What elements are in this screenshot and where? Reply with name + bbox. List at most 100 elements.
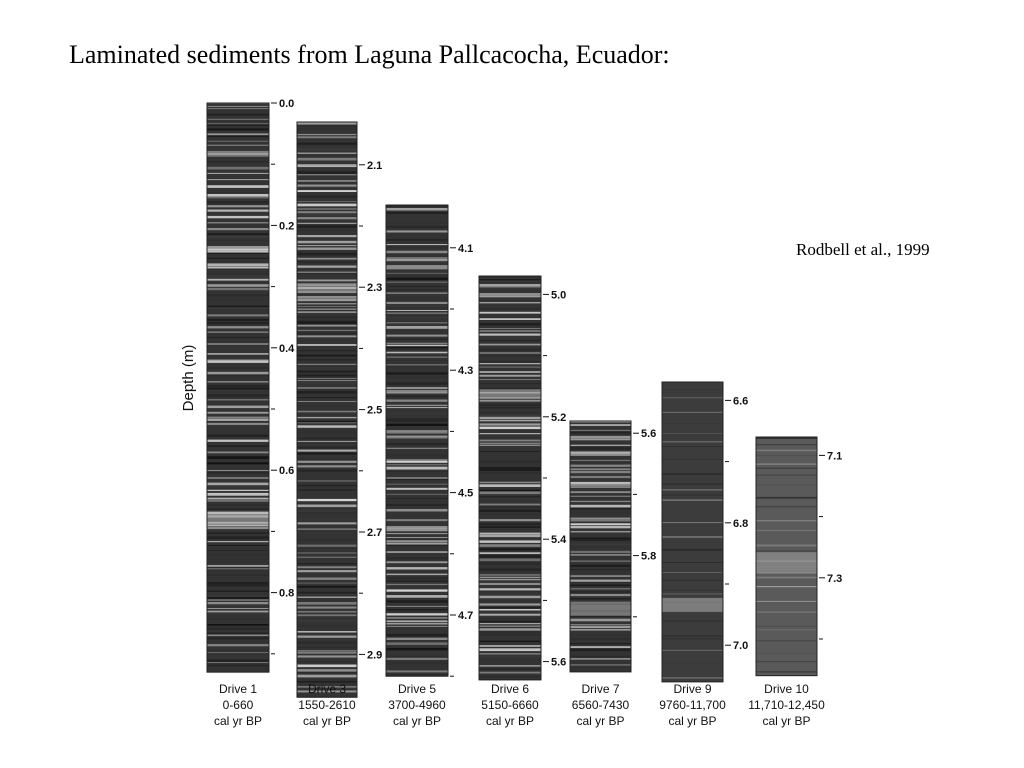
- lamina: [756, 544, 817, 547]
- lamina: [297, 298, 357, 302]
- lamina: [386, 447, 448, 449]
- lamina: [479, 640, 541, 642]
- lamina: [662, 522, 723, 524]
- lamina: [386, 349, 448, 352]
- core-drive-3: 4.1 4.3 4.5 4.7 Drive 5 3700-4960 cal yr BP: [385, 204, 473, 728]
- lamina: [297, 148, 357, 151]
- lamina: [207, 153, 269, 156]
- depth-label: 4.5: [458, 488, 473, 500]
- depth-label: 2.3: [367, 282, 382, 294]
- lamina: [207, 558, 269, 560]
- lamina: [479, 665, 541, 667]
- lamina: [479, 532, 541, 535]
- lamina: [207, 248, 269, 250]
- lamina: [207, 597, 269, 599]
- lamina: [479, 295, 541, 298]
- lamina: [570, 495, 631, 497]
- lamina: [297, 652, 357, 654]
- lamina: [386, 432, 448, 434]
- lamina: [479, 603, 541, 606]
- lamina: [479, 648, 541, 652]
- lamina: [479, 412, 541, 414]
- lamina: [207, 239, 269, 241]
- lamina: [207, 172, 269, 174]
- lamina: [570, 444, 631, 446]
- depth-label: 5.8: [641, 551, 656, 563]
- lamina: [570, 486, 631, 488]
- lamina: [207, 161, 269, 163]
- lamina: [297, 387, 357, 389]
- lamina: [297, 510, 357, 512]
- lamina: [386, 244, 448, 246]
- lamina: [479, 467, 541, 470]
- lamina: [297, 245, 357, 247]
- lamina: [386, 460, 448, 463]
- lamina: [479, 333, 541, 336]
- lamina: [386, 407, 448, 409]
- lamina: [570, 523, 631, 526]
- lamina: [662, 536, 723, 538]
- core-outline: [296, 121, 358, 698]
- lamina: [207, 419, 269, 421]
- lamina: [479, 620, 541, 623]
- lamination-bands: [207, 103, 269, 667]
- lamina: [386, 580, 448, 582]
- lamina: [297, 611, 357, 613]
- lamina: [207, 130, 269, 132]
- light-band: [479, 389, 541, 400]
- lamina: [297, 203, 357, 207]
- lamina: [207, 299, 269, 301]
- lamina: [570, 629, 631, 631]
- depth-label: 0.6: [279, 465, 294, 477]
- lamina: [570, 664, 631, 666]
- lamina: [386, 277, 448, 281]
- lamina: [297, 420, 357, 423]
- lamina: [479, 498, 541, 501]
- lamina: [297, 257, 357, 260]
- lamina: [297, 374, 357, 377]
- lamina: [297, 401, 357, 402]
- lamina: [570, 421, 631, 423]
- depth-label: 2.1: [367, 160, 382, 172]
- lamina: [479, 399, 541, 402]
- lamina: [570, 464, 631, 467]
- lamina: [297, 303, 357, 305]
- lamina: [207, 166, 269, 170]
- lamina: [479, 491, 541, 495]
- lamination-bands: [479, 276, 541, 678]
- lamina: [479, 558, 541, 562]
- lamina: [297, 222, 357, 224]
- lamina: [207, 411, 269, 414]
- lamina: [207, 314, 269, 317]
- lamina: [386, 395, 448, 397]
- lamina: [207, 549, 269, 551]
- lamina: [207, 504, 269, 506]
- lamina: [386, 274, 448, 276]
- lamina: [386, 573, 448, 576]
- lamina: [479, 348, 541, 351]
- lamina: [570, 447, 631, 450]
- lamina: [479, 659, 541, 662]
- depth-label: 5.2: [551, 412, 566, 424]
- lamina: [386, 364, 448, 366]
- lamina: [297, 528, 357, 530]
- drive-name: Drive 3: [308, 682, 346, 696]
- drive-age-range: 6560-7430: [572, 698, 630, 712]
- lamina: [297, 157, 357, 161]
- lamina: [386, 605, 448, 607]
- lamina: [479, 420, 541, 422]
- lamina: [386, 265, 448, 268]
- lamina: [297, 382, 357, 385]
- lamina: [297, 122, 357, 125]
- depth-label: 4.3: [458, 365, 473, 377]
- lamina: [479, 279, 541, 281]
- lamina: [756, 444, 817, 446]
- lamina: [297, 261, 357, 264]
- lamina: [207, 599, 269, 601]
- lamina: [386, 345, 448, 347]
- depth-label: 2.9: [367, 649, 382, 661]
- lamina: [207, 123, 269, 124]
- lamina: [207, 566, 269, 568]
- lamina: [386, 540, 448, 543]
- lamina: [386, 289, 448, 291]
